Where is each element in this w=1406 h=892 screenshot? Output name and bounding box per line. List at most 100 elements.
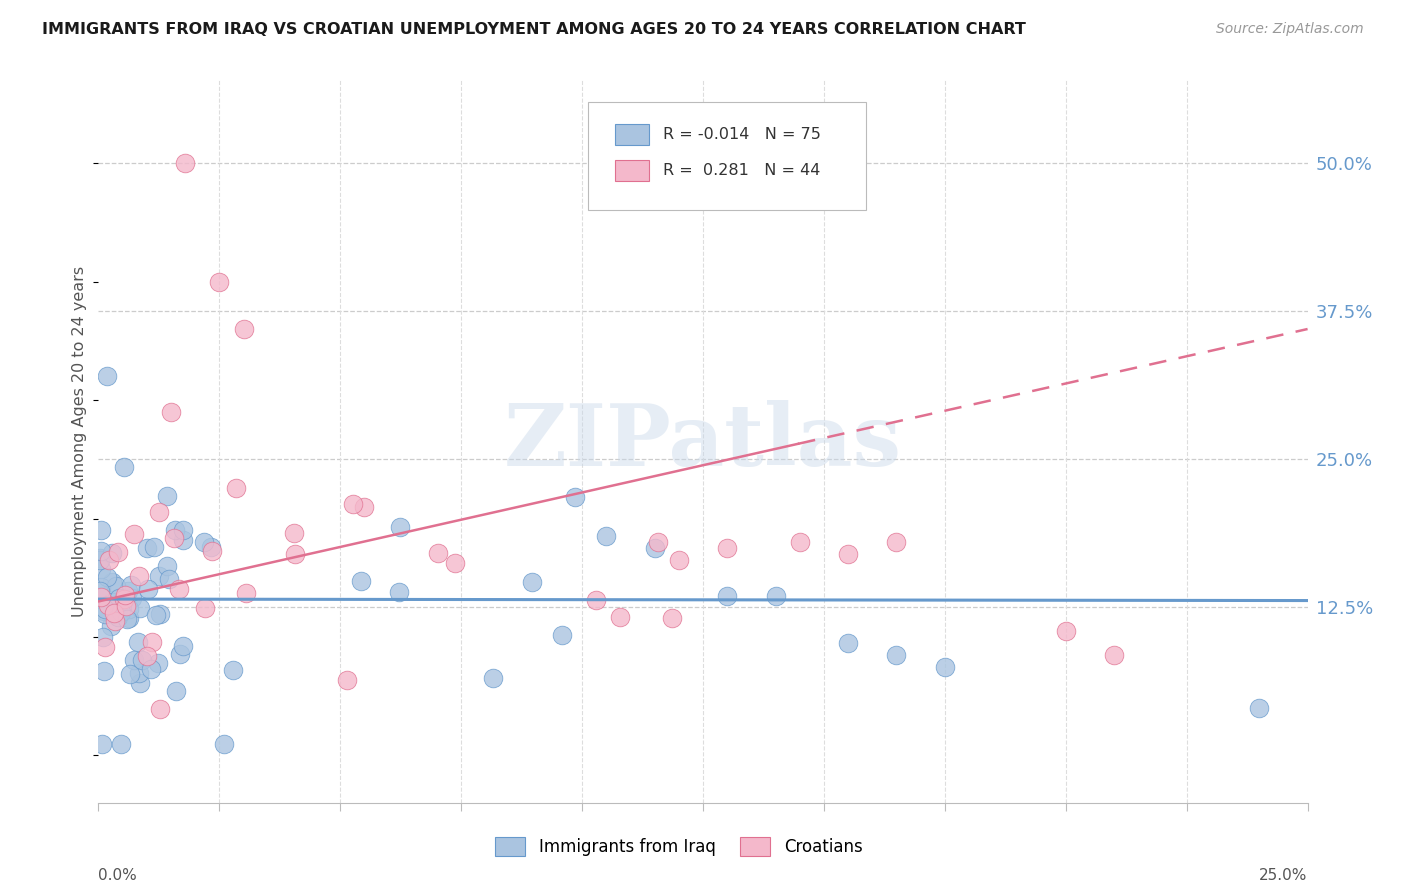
Point (837, 636, 859, 650)
Text: IMMIGRANTS FROM IRAQ VS CROATIAN UNEMPLOYMENT AMONG AGES 20 TO 24 YEARS CORRELAT: IMMIGRANTS FROM IRAQ VS CROATIAN UNEMPLO… (42, 22, 1026, 37)
Point (90, 562, 112, 576)
Point (112, 460, 135, 475)
Point (886, 535, 908, 549)
Point (101, 595, 124, 609)
Point (110, 605, 132, 619)
Point (200, 541, 222, 555)
Point (284, 547, 307, 561)
Point (1054, 624, 1077, 638)
Point (100, 619, 122, 633)
Point (149, 702, 172, 716)
Point (115, 599, 138, 613)
Point (103, 606, 125, 620)
Point (644, 541, 666, 556)
Point (353, 500, 375, 514)
Point (174, 156, 197, 170)
Point (388, 584, 411, 599)
Point (165, 684, 187, 698)
Point (208, 275, 231, 289)
Point (122, 653, 145, 667)
Point (426, 546, 449, 560)
Point (934, 659, 956, 673)
Text: 25.0%: 25.0% (1260, 868, 1308, 883)
Point (101, 575, 124, 590)
Point (141, 634, 163, 648)
Point (148, 505, 170, 519)
Point (107, 610, 129, 624)
Point (91, 630, 114, 644)
Point (350, 574, 373, 589)
Point (148, 569, 170, 583)
Point (90, 590, 112, 604)
Point (225, 482, 247, 496)
Point (104, 614, 127, 628)
Point (444, 556, 467, 570)
Point (110, 737, 132, 751)
Point (232, 322, 254, 336)
Point (193, 535, 215, 549)
Point (148, 657, 170, 671)
Point (115, 612, 138, 626)
Point (94, 602, 117, 616)
Point (169, 647, 191, 661)
Point (104, 579, 127, 593)
Point (156, 489, 179, 503)
Point (101, 546, 124, 560)
Point (94, 640, 117, 654)
Point (157, 572, 180, 586)
FancyBboxPatch shape (588, 102, 866, 211)
Point (172, 524, 194, 538)
Point (1102, 648, 1125, 662)
Point (136, 649, 159, 664)
Point (108, 591, 131, 605)
Point (122, 526, 145, 541)
Point (121, 591, 143, 606)
Point (136, 541, 159, 555)
Point (551, 628, 574, 642)
Point (96, 369, 118, 384)
Point (149, 607, 172, 622)
Point (97, 553, 120, 567)
Point (194, 600, 217, 615)
Point (90, 737, 112, 751)
Point (388, 520, 411, 534)
Point (90, 544, 112, 558)
Point (96, 570, 118, 584)
Text: 0.0%: 0.0% (98, 868, 138, 883)
Point (1249, 701, 1271, 715)
Point (336, 673, 359, 688)
Point (212, 737, 235, 751)
Point (789, 535, 811, 549)
Point (163, 531, 186, 545)
Point (668, 553, 690, 567)
Point (520, 574, 543, 589)
Point (283, 526, 305, 541)
Point (585, 592, 607, 607)
Point (118, 602, 141, 616)
Point (716, 589, 738, 603)
Point (118, 611, 141, 625)
Point (114, 588, 136, 602)
Point (235, 586, 257, 600)
Point (112, 591, 135, 606)
Point (172, 639, 194, 653)
Point (661, 611, 683, 625)
Point (136, 582, 159, 597)
Text: R =  0.281   N = 44: R = 0.281 N = 44 (664, 163, 821, 178)
Point (93, 664, 115, 678)
Point (609, 609, 631, 624)
Point (142, 540, 165, 554)
Point (886, 648, 908, 662)
Bar (614, 161, 648, 181)
Point (595, 529, 617, 543)
Point (837, 547, 859, 561)
Point (128, 675, 150, 690)
Point (128, 666, 150, 681)
Point (172, 533, 194, 547)
Point (139, 662, 162, 676)
Point (93, 604, 115, 618)
Point (129, 601, 152, 615)
Text: ZIPatlas: ZIPatlas (503, 400, 903, 483)
Point (97, 598, 120, 612)
Point (564, 490, 586, 504)
